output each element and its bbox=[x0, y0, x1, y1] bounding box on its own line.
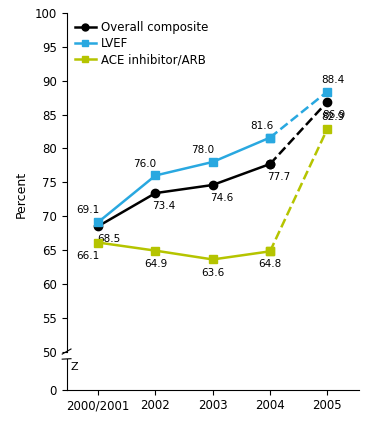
Text: 86.9: 86.9 bbox=[323, 110, 346, 120]
Text: 74.6: 74.6 bbox=[210, 193, 233, 203]
Text: 69.1: 69.1 bbox=[76, 205, 100, 216]
Text: 64.9: 64.9 bbox=[144, 259, 167, 269]
Text: Percent: Percent bbox=[15, 171, 28, 218]
Text: 88.4: 88.4 bbox=[322, 75, 345, 85]
Text: 66.1: 66.1 bbox=[76, 251, 100, 261]
Text: 81.6: 81.6 bbox=[250, 121, 273, 131]
Text: 78.0: 78.0 bbox=[191, 145, 214, 155]
Text: 82.9: 82.9 bbox=[322, 112, 345, 122]
Text: 77.7: 77.7 bbox=[267, 172, 290, 182]
Text: 76.0: 76.0 bbox=[134, 159, 157, 169]
Text: Z: Z bbox=[71, 362, 78, 372]
Text: 68.5: 68.5 bbox=[97, 234, 120, 244]
Text: 63.6: 63.6 bbox=[201, 268, 224, 278]
Text: 64.8: 64.8 bbox=[258, 259, 282, 269]
Text: 73.4: 73.4 bbox=[152, 201, 176, 211]
Legend: Overall composite, LVEF, ACE inhibitor/ARB: Overall composite, LVEF, ACE inhibitor/A… bbox=[73, 19, 211, 68]
